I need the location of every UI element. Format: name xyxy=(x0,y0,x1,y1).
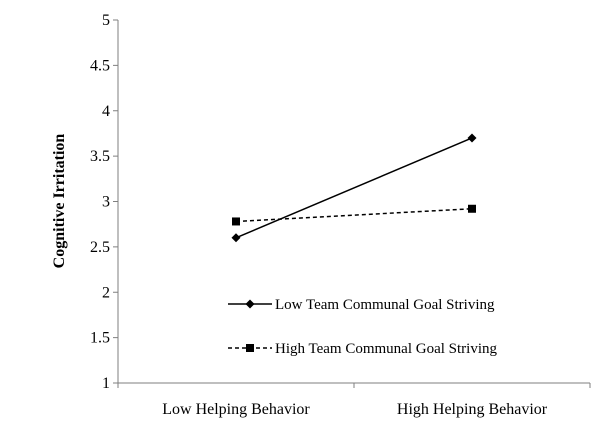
series-1 xyxy=(231,133,477,243)
y-tick-label: 2 xyxy=(102,284,110,301)
y-tick-label: 1 xyxy=(102,375,110,392)
data-point xyxy=(467,133,477,143)
legend-marker xyxy=(246,344,254,352)
legend-label: High Team Communal Goal Striving xyxy=(275,341,497,357)
series-line xyxy=(235,208,473,223)
y-tick-label: 1.5 xyxy=(90,330,110,347)
series-group xyxy=(231,133,477,243)
x-category-label: Low Helping Behavior xyxy=(162,401,310,418)
y-tick-label: 3 xyxy=(102,194,110,211)
axes xyxy=(117,20,591,388)
data-point xyxy=(231,233,241,243)
series-2 xyxy=(232,204,476,226)
data-point xyxy=(232,217,240,226)
legend: Low Team Communal Goal Striving High Team… xyxy=(228,297,497,357)
y-axis-title: Cognitive Irritation xyxy=(51,134,68,269)
y-tick-label: 4 xyxy=(102,103,110,120)
x-category-label: High Helping Behavior xyxy=(397,401,548,418)
legend-marker xyxy=(245,299,255,309)
data-point xyxy=(468,204,476,213)
legend-item: High Team Communal Goal Striving xyxy=(228,341,497,357)
legend-item: Low Team Communal Goal Striving xyxy=(228,297,495,313)
y-ticks: 1 1.5 2 2.5 3 3.5 4 4.5 5 xyxy=(90,12,118,392)
y-tick-label: 4.5 xyxy=(90,57,110,74)
y-tick-label: 5 xyxy=(102,12,110,29)
legend-label: Low Team Communal Goal Striving xyxy=(275,297,495,313)
x-category-labels: Low Helping Behavior High Helping Behavio… xyxy=(162,401,548,418)
series-line xyxy=(235,137,473,239)
y-tick-label: 3.5 xyxy=(90,148,110,165)
y-tick-label: 2.5 xyxy=(90,239,110,256)
